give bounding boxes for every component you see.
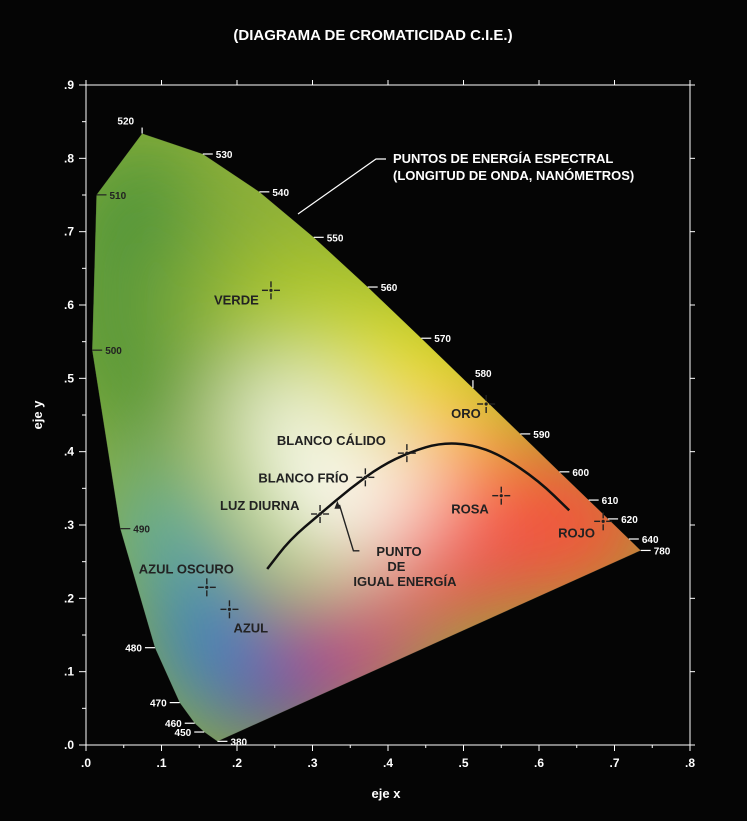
y-axis-label: eje y [30, 400, 45, 430]
wavelength-label: 380 [230, 737, 247, 748]
wavelength-label: 450 [175, 728, 192, 739]
y-tick-label: .7 [64, 225, 74, 239]
chart-title: (DIAGRAMA DE CROMATICIDAD C.I.E.) [233, 27, 512, 44]
y-tick-label: .4 [64, 445, 74, 459]
crosshair-center [499, 494, 503, 498]
wavelength-label: 590 [533, 430, 550, 441]
axes: .0 .1 .2 .3 .4 .5 .6 .7 .8 .0 .1 .2 .3 .4 .5 .6 .7 .8 .9 [64, 78, 695, 770]
x-tick-label: .8 [685, 756, 695, 770]
x-tick-label: .5 [458, 756, 468, 770]
wavelength-label: 490 [133, 525, 150, 536]
color-points: VERDE ORO BLANCO CÁLIDO BLANCO FRÍO LUZ DIUR… [139, 281, 613, 635]
color-point-label: AZUL [233, 620, 268, 635]
crosshair-center [405, 451, 409, 455]
spectral-locus-outline [91, 133, 642, 742]
y-tick-label: .2 [64, 591, 74, 605]
wavelength-label: 780 [654, 546, 671, 557]
planckian-locus-curve [266, 442, 571, 570]
crosshair-center [363, 475, 367, 479]
wavelength-label: 640 [642, 535, 659, 546]
x-tick-label: .7 [609, 756, 619, 770]
color-point-label: LUZ DIURNA [220, 498, 300, 513]
gamut-color-blob [106, 470, 217, 580]
x-tick-label: .2 [232, 756, 242, 770]
x-tick-label: .0 [81, 756, 91, 770]
wavelength-label: 600 [572, 468, 589, 479]
wavelength-label: 570 [434, 334, 451, 345]
wavelength-label: 610 [602, 496, 619, 507]
equal-energy-arrowhead [334, 500, 341, 509]
color-point-label: AZUL OSCURO [139, 561, 234, 576]
y-tick-label: .6 [64, 298, 74, 312]
color-point-marker: ROSA [451, 486, 511, 517]
color-point-label: BLANCO CÁLIDO [277, 433, 386, 448]
color-point-marker: ROJO [558, 512, 613, 540]
y-tick-label: .1 [64, 665, 74, 679]
crosshair-center [601, 519, 605, 523]
color-point-label: BLANCO FRÍO [258, 470, 348, 485]
color-point-marker: ORO [451, 395, 496, 421]
wavelength-label: 520 [117, 117, 134, 128]
wavelength-label: 500 [105, 346, 122, 357]
crosshair-center [318, 512, 322, 516]
color-point-marker: BLANCO CÁLIDO [277, 433, 416, 463]
x-tick-label: .1 [156, 756, 166, 770]
x-tick-label: .6 [534, 756, 544, 770]
color-point-marker: AZUL OSCURO [139, 561, 234, 597]
color-point-label: ROSA [451, 502, 489, 517]
x-tick-label: .4 [383, 756, 393, 770]
wavelength-label: 510 [109, 191, 126, 202]
x-axis-label: eje x [372, 786, 402, 801]
crosshair-center [484, 402, 488, 406]
gamut-color-blob [219, 369, 360, 490]
gamut-color-blob [146, 555, 267, 715]
wavelength-label: 620 [621, 515, 638, 526]
equal-energy-label: DE [387, 559, 405, 574]
color-point-marker: LUZ DIURNA [220, 498, 330, 523]
wavelength-label: 550 [327, 233, 344, 244]
wavelength-label: 530 [216, 150, 233, 161]
equal-energy-label: PUNTO [376, 544, 421, 559]
locus-annotation-line-2: (LONGITUD DE ONDA, NANÓMETROS) [393, 168, 634, 183]
color-point-label: VERDE [214, 292, 259, 307]
color-point-label: ORO [451, 406, 481, 421]
wavelength-label: 470 [150, 699, 167, 710]
y-tick-label: .3 [64, 518, 74, 532]
equal-energy-label: IGUAL ENERGÍA [353, 574, 457, 589]
color-point-marker: VERDE [214, 281, 280, 307]
y-tick-label: .9 [64, 78, 74, 92]
x-tick-label: .3 [307, 756, 317, 770]
locus-annotation-leader [297, 158, 386, 215]
wavelength-label: 480 [125, 644, 142, 655]
planckian-locus-group [266, 442, 571, 570]
y-tick-label: .5 [64, 371, 74, 385]
y-tick-label: .8 [64, 151, 74, 165]
wavelength-label: 540 [272, 188, 289, 199]
wavelength-label: 580 [475, 369, 492, 380]
wavelength-label: 560 [381, 283, 398, 294]
color-point-marker: BLANCO FRÍO [258, 468, 375, 487]
wavelength-label: 460 [165, 719, 182, 730]
crosshair-center [269, 288, 273, 292]
crosshair-center [205, 585, 209, 589]
equal-energy-leader [338, 504, 360, 552]
color-point-marker: AZUL [220, 600, 268, 635]
locus-annotation-line-1: PUNTOS DE ENERGÍA ESPECTRAL [393, 151, 613, 166]
y-tick-label: .0 [64, 738, 74, 752]
crosshair-center [227, 607, 232, 611]
gamut-color-blob [333, 436, 443, 526]
color-point-label: ROJO [558, 525, 595, 540]
